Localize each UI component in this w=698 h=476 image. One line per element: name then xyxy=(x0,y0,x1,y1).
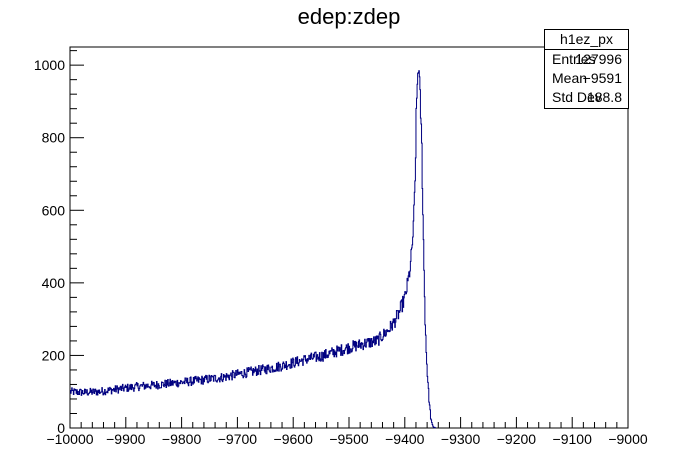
x-tick-label: −9800 xyxy=(162,431,202,447)
stats-mean-row: Mean −9591 xyxy=(545,69,628,88)
stats-entries-value: 127996 xyxy=(575,51,622,67)
y-tick-label: 600 xyxy=(42,202,66,218)
stats-mean-value: −9591 xyxy=(582,70,622,86)
stats-entries-label: Entries xyxy=(552,51,596,67)
y-tick-label: 400 xyxy=(42,275,66,291)
x-axis: −10000 −9900 −9800 −9700 −9600 −9500 −9400 −930… xyxy=(46,417,648,447)
x-tick-label: −10000 xyxy=(46,431,93,447)
y-tick-label: 0 xyxy=(57,420,65,436)
stats-mean-label: Mean xyxy=(552,70,588,86)
y-tick-label: 200 xyxy=(42,347,66,363)
stats-box: h1ez_px Entries 127996 Mean −9591 Std De… xyxy=(544,29,629,109)
x-tick-label: −9700 xyxy=(218,431,258,447)
y-tick-label: 1000 xyxy=(34,57,65,73)
series-line xyxy=(70,70,436,429)
y-axis: 0 200 400 600 800 1000 xyxy=(34,50,84,436)
x-tick-label: −9100 xyxy=(553,431,593,447)
stats-entries-row: Entries 127996 xyxy=(545,50,628,69)
stats-stddev-label: Std Dev xyxy=(552,89,602,105)
y-tick-label: 800 xyxy=(42,130,66,146)
x-tick-label: −9600 xyxy=(274,431,314,447)
chart-title: edep:zdep xyxy=(297,4,401,29)
x-tick-label: −9400 xyxy=(385,431,425,447)
x-tick-label: −9300 xyxy=(441,431,481,447)
x-tick-label: −9500 xyxy=(329,431,369,447)
x-tick-label: −9200 xyxy=(497,431,537,447)
stats-stddev-value: 188.8 xyxy=(586,89,622,105)
x-tick-label: −9900 xyxy=(106,431,146,447)
x-tick-label: −9000 xyxy=(608,431,648,447)
stats-stddev-row: Std Dev 188.8 xyxy=(545,88,628,107)
stats-name: h1ez_px xyxy=(545,30,628,50)
series-layer xyxy=(70,70,436,429)
